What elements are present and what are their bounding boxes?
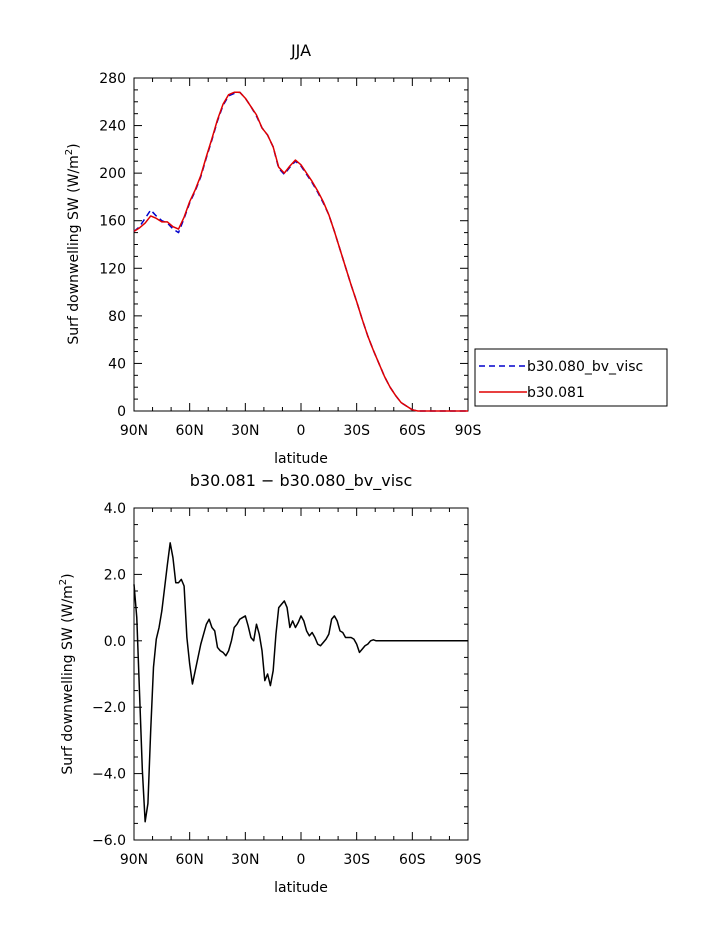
bottom-plot-frame — [133, 507, 469, 841]
bottom-y-tick-label: 4.0 — [104, 501, 126, 517]
top-y-tick-label: 200 — [99, 166, 126, 182]
top-series-line-b30-080-bv-visc — [133, 91, 468, 412]
legend-box — [474, 348, 668, 407]
legend-label-b30-080: b30.080_bv_visc — [527, 359, 643, 375]
bottom-x-ticks: 90N 60N 30N 0 30S 60S 90S — [120, 508, 482, 868]
top-x-tick-label: 90N — [120, 423, 148, 439]
bottom-y-axis-label-text: Surf downwelling SW (W/m — [60, 585, 76, 774]
bottom-y-tick-label: 2.0 — [104, 567, 126, 583]
bottom-chart-title: b30.081 − b30.080_bv_visc — [190, 471, 413, 491]
top-plot-frame — [133, 77, 469, 412]
bottom-x-tick-label: 0 — [297, 852, 306, 868]
bottom-y-tick-label: −6.0 — [92, 833, 126, 849]
top-x-tick-label: 0 — [297, 423, 306, 439]
top-y-tick-label: 120 — [99, 261, 126, 277]
top-x-tick-label: 60N — [176, 423, 204, 439]
legend: b30.080_bv_visc b30.081 — [474, 348, 668, 407]
bottom-x-tick-label: 30N — [231, 852, 259, 868]
bottom-y-tick-label: −2.0 — [92, 700, 126, 716]
top-series-line-b30-081 — [133, 91, 468, 412]
top-y-axis-label: Surf downwelling SW (W/m2) — [64, 143, 82, 344]
bottom-y-axis-label-sup: 2 — [58, 579, 69, 585]
bottom-x-tick-label: 90N — [120, 852, 148, 868]
top-y-axis-label-close: ) — [66, 143, 82, 148]
top-y-tick-label: 0 — [117, 404, 126, 420]
bottom-x-tick-label: 90S — [455, 852, 482, 868]
top-chart-title: JJA — [290, 41, 311, 60]
bottom-x-tick-label: 60N — [176, 852, 204, 868]
top-y-tick-label: 240 — [99, 119, 126, 135]
top-y-tick-label: 40 — [108, 356, 126, 372]
top-x-axis-label: latitude — [274, 451, 328, 467]
top-x-tick-label: 30S — [343, 423, 370, 439]
top-y-tick-label: 280 — [99, 71, 126, 87]
top-x-tick-label: 90S — [455, 423, 482, 439]
bottom-chart: b30.081 − b30.080_bv_visc −6.0 −4.0 −2.0 0.… — [58, 471, 481, 896]
top-y-axis-label-sup: 2 — [64, 149, 75, 155]
top-y-tick-label: 80 — [108, 309, 126, 325]
top-y-ticks: 0 40 80 120 160 200 240 280 — [99, 71, 468, 420]
bottom-y-axis-label-close: ) — [60, 573, 76, 578]
top-y-tick-label: 160 — [99, 214, 126, 230]
legend-label-b30-081: b30.081 — [527, 385, 585, 401]
bottom-y-axis-label: Surf downwelling SW (W/m2) — [58, 573, 76, 774]
bottom-x-tick-label: 30S — [343, 852, 370, 868]
top-x-ticks: 90N 60N 30N 0 30S 60S 90S — [120, 78, 482, 439]
bottom-series-line-difference — [133, 542, 468, 823]
bottom-y-tick-label: −4.0 — [92, 767, 126, 783]
bottom-series-group — [133, 542, 468, 823]
top-chart: JJA 0 40 80 120 160 200 240 280 90N 60N 30N 0 30S 60… — [64, 41, 481, 467]
bottom-y-tick-label: 0.0 — [104, 634, 126, 650]
top-x-tick-label: 30N — [231, 423, 259, 439]
top-series-group — [133, 91, 468, 412]
top-x-tick-label: 60S — [399, 423, 426, 439]
bottom-y-ticks: −6.0 −4.0 −2.0 0.0 2.0 4.0 — [92, 501, 468, 849]
bottom-x-tick-label: 60S — [399, 852, 426, 868]
top-y-axis-label-text: Surf downwelling SW (W/m — [66, 155, 82, 344]
bottom-x-axis-label: latitude — [274, 880, 328, 896]
